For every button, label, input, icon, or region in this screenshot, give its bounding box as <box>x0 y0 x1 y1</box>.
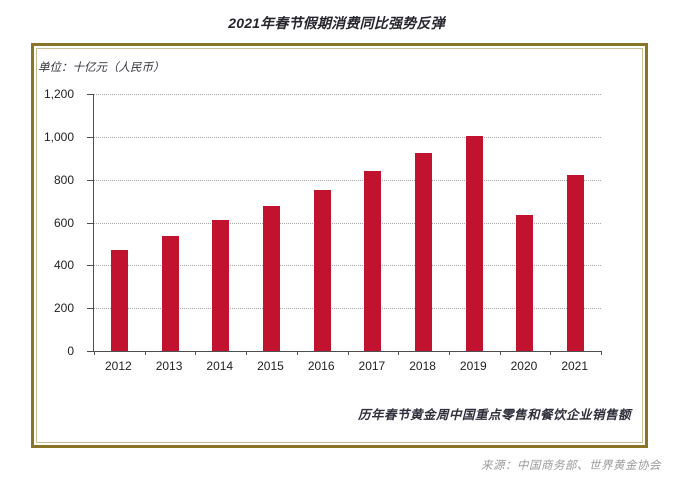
x-axis-tick <box>448 351 450 355</box>
x-axis-tick <box>601 351 602 355</box>
bar-2016 <box>313 189 331 351</box>
x-axis-tick <box>398 351 400 355</box>
x-tick-label: 2019 <box>459 359 487 373</box>
bar-2019 <box>465 135 483 351</box>
gridline <box>94 222 601 224</box>
x-tick-label: 2021 <box>561 359 589 373</box>
y-axis-tick <box>87 179 94 181</box>
bar-slot-2020 <box>500 94 551 351</box>
x-tick-label: 2018 <box>409 359 436 373</box>
bar-slot-2016 <box>297 94 348 351</box>
bar-slot-2019 <box>449 94 500 351</box>
x-axis-tick <box>94 351 95 355</box>
bar-2012 <box>110 250 128 351</box>
x-tick-label: 2015 <box>257 359 284 373</box>
bar-2020 <box>516 214 534 351</box>
gridline <box>94 94 601 95</box>
x-tick-label: 2014 <box>206 359 234 373</box>
gridline <box>94 179 601 181</box>
x-axis-tick <box>347 351 349 355</box>
gridline <box>94 265 601 267</box>
x-tick-label: 2013 <box>155 359 183 373</box>
y-tick-label: 600 <box>53 215 74 230</box>
bar-2017 <box>364 171 382 351</box>
y-axis-tick <box>87 308 94 310</box>
gridline <box>94 136 601 138</box>
chart-frame-inner-border <box>36 48 643 443</box>
y-tick-label: 200 <box>53 301 74 316</box>
bar-2014 <box>212 220 230 351</box>
bar-2018 <box>415 152 433 351</box>
y-tick-label: 1,000 <box>43 129 74 144</box>
x-axis-tick <box>550 351 552 355</box>
bar-2021 <box>567 175 585 351</box>
bar-2015 <box>262 205 280 351</box>
x-axis-tick <box>246 351 248 355</box>
x-axis-tick <box>499 351 501 355</box>
unit-label: 单位：十亿元（人民币） <box>38 62 165 74</box>
bar-slot-2017 <box>348 94 399 351</box>
bar-2013 <box>161 235 179 351</box>
y-tick-label: 400 <box>53 258 74 273</box>
plot-area <box>87 94 602 355</box>
chart-frame: 单位：十亿元（人民币） 0 200 400 600 800 1,000 1,200 2012… <box>31 43 648 448</box>
gridline <box>94 308 601 310</box>
y-axis-tick <box>87 136 94 138</box>
x-axis-tick <box>296 351 298 355</box>
source-note: 来源：中国商务部、世界黄金协会 <box>481 460 661 472</box>
bar-slot-2018 <box>398 94 449 351</box>
y-tick-label: 800 <box>53 172 74 187</box>
bar-slot-2012 <box>94 94 145 351</box>
chart-caption: 历年春节黄金周中国重点零售和餐饮企业销售额 <box>357 408 631 422</box>
bars-container <box>94 94 601 351</box>
bar-slot-2014 <box>195 94 246 351</box>
bar-slot-2015 <box>246 94 297 351</box>
y-axis-tick <box>87 222 94 224</box>
x-tick-label: 2020 <box>510 359 538 373</box>
y-tick-label: 1,200 <box>43 87 74 101</box>
x-tick-label: 2012 <box>105 359 132 373</box>
y-axis-tick <box>87 351 94 352</box>
x-tick-label: 2017 <box>358 359 386 373</box>
bar-slot-2013 <box>145 94 196 351</box>
bar-slot-2021 <box>550 94 601 351</box>
y-axis-tick <box>87 265 94 267</box>
x-tick-label: 2016 <box>307 359 335 373</box>
y-tick-label: 0 <box>67 344 74 358</box>
chart-title: 2021年春节假期消费同比强势反弹 <box>228 15 445 31</box>
y-axis-tick <box>87 94 94 95</box>
y-axis-labels: 0 200 400 600 800 1,000 1,200 <box>34 87 86 358</box>
x-axis-labels: 2012 2013 2014 2015 2016 2017 2018 2019 2020 2021 <box>93 355 600 373</box>
x-axis-tick <box>144 351 146 355</box>
x-axis-tick <box>195 351 197 355</box>
